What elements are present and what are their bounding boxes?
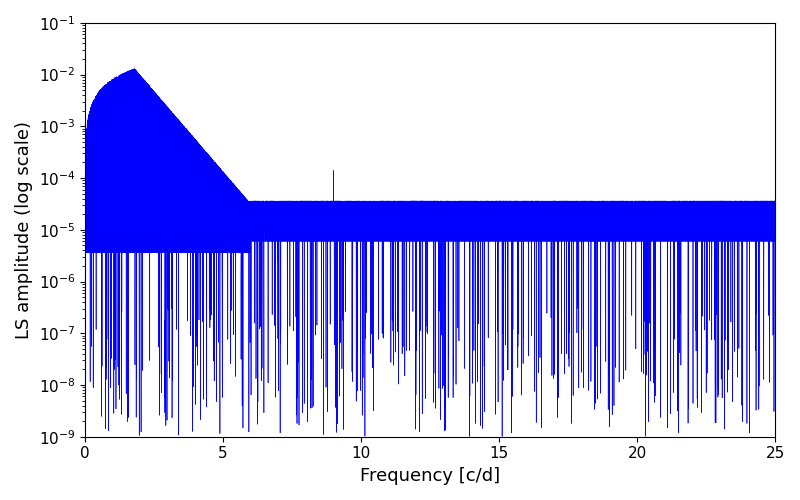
- Y-axis label: LS amplitude (log scale): LS amplitude (log scale): [15, 121, 33, 339]
- X-axis label: Frequency [c/d]: Frequency [c/d]: [360, 467, 500, 485]
